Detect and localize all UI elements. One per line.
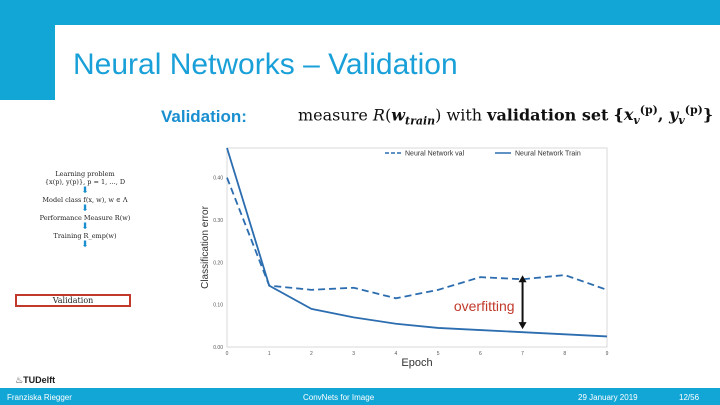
flame-icon: ♨	[15, 375, 24, 385]
validation-label: Validation:	[161, 107, 247, 126]
footer-course: ConvNets for Image	[303, 393, 375, 402]
y-tick-label: 0.40	[213, 176, 223, 182]
x-tick-label: 1	[268, 351, 271, 357]
formula-y-sub: v	[678, 114, 685, 128]
validation-formula: measure R(wtrain) with validation set {x…	[298, 104, 714, 128]
x-tick-label: 6	[479, 351, 482, 357]
arrow-down-icon: ⬇	[81, 222, 89, 232]
arrow-down-icon: ⬇	[81, 240, 89, 250]
x-tick-label: 8	[563, 351, 566, 357]
arrow-up-icon	[518, 275, 527, 283]
overfitting-annotation: overfitting	[454, 298, 515, 314]
y-axis-label: Classification error	[200, 205, 211, 288]
flow-item-training: Training R_emp(w)	[53, 232, 117, 240]
formula-x-sub: v	[633, 114, 640, 128]
slide-title: Neural Networks – Validation	[73, 48, 458, 81]
formula-y-sup: (p)	[684, 104, 703, 117]
x-tick-label: 0	[226, 351, 229, 357]
y-tick-label: 0.10	[213, 303, 223, 309]
measure-word: measure	[298, 105, 368, 125]
x-tick-label: 4	[394, 351, 397, 357]
footer-author: Franziska Riegger	[7, 393, 72, 402]
legend-entry: Neural Network Train	[515, 151, 581, 158]
header-band	[0, 0, 720, 25]
series-line-train	[226, 147, 608, 338]
flow-item-data: {x(p), y(p)}, p = 1, …, D	[44, 178, 126, 186]
flow-item-model: Model class f(x, w), w ∈ Λ	[42, 196, 128, 204]
formula-x: x	[623, 105, 634, 125]
logo-text: TUDelft	[23, 375, 56, 385]
y-tick-label: 0.20	[213, 260, 223, 266]
with-word: with	[446, 105, 483, 125]
plot-area-frame	[226, 147, 608, 348]
formula-w-sub: train	[404, 114, 436, 128]
footer-page: 12/56	[679, 393, 700, 402]
formula-y: y	[669, 105, 679, 125]
x-tick-label: 5	[437, 351, 440, 357]
formula-x-sup: (p)	[639, 104, 658, 117]
arrow-down-icon: ⬇	[81, 186, 89, 196]
x-tick-label: 2	[310, 351, 313, 357]
legend-entry: Neural Network val	[405, 151, 465, 158]
process-flowchart: Learning problem {x(p), y(p)}, p = 1, …,…	[30, 170, 140, 250]
x-tick-label: 3	[352, 351, 355, 357]
series-line-val	[226, 177, 608, 300]
x-tick-label: 7	[521, 351, 524, 357]
formula-R: R	[372, 105, 385, 125]
flow-item-measure: Performance Measure R(w)	[39, 214, 131, 222]
flow-item-learning: Learning problem	[55, 170, 115, 178]
y-tick-label: 0.00	[213, 345, 223, 351]
tudelft-logo: ♨TUDelft	[15, 375, 55, 386]
arrow-down-icon: ⬇	[81, 204, 89, 214]
arrow-down-icon	[518, 322, 527, 330]
footer-bar: Franziska Riegger ConvNets for Image 29 …	[0, 388, 720, 405]
header-side-band	[0, 0, 55, 100]
set-word: validation set	[487, 105, 609, 125]
footer-date: 29 January 2019	[578, 393, 638, 402]
y-tick-label: 0.30	[213, 218, 223, 224]
x-tick-label: 9	[606, 351, 609, 357]
header-panel	[55, 25, 720, 100]
formula-w: w	[391, 105, 405, 125]
x-axis-label: Epoch	[401, 357, 432, 369]
validation-chart: 0.00 0.10 0.20 0.30 0.40 0 1 2 3 4 5 6 7 8 9 Epoch Class…	[200, 147, 609, 369]
flow-item-validation: Validation	[15, 294, 131, 307]
